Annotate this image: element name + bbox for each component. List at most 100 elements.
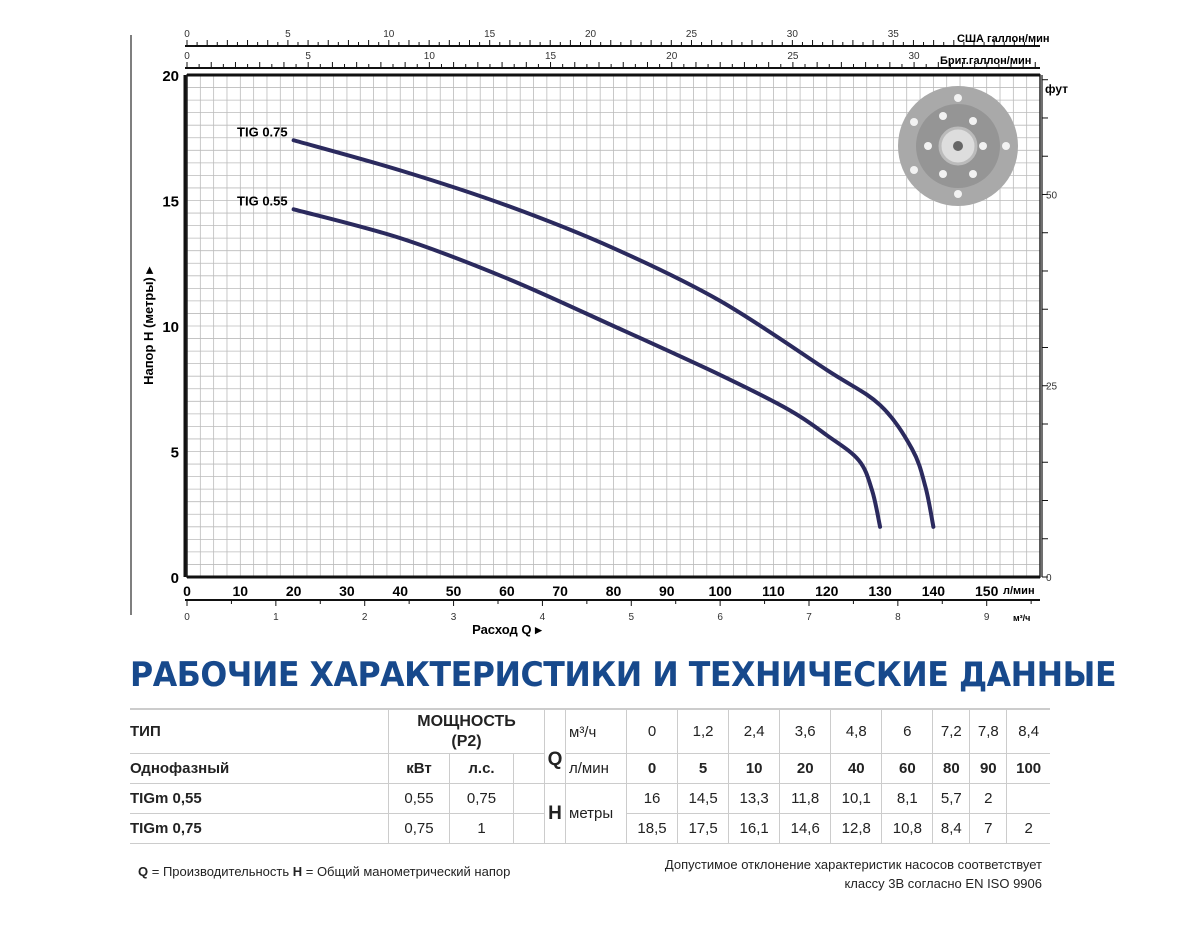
lmin-cell: 20 bbox=[779, 753, 831, 784]
us-gpm-axis-unit-label: США галлон/мин bbox=[957, 33, 1050, 45]
tolerance-note: Допустимое отклонение характеристик насо… bbox=[665, 855, 1042, 893]
impeller-image bbox=[954, 94, 962, 102]
us-gpm-axis-tick-label: 0 bbox=[184, 29, 190, 40]
m3h-cell: 6 bbox=[881, 708, 933, 754]
model-name: TIGm 0,75 bbox=[130, 813, 389, 844]
lmin-cell: 100 bbox=[1006, 753, 1050, 784]
m3h-axis-tick-label: 2 bbox=[362, 612, 368, 623]
m3h-axis-tick-label: 3 bbox=[451, 612, 457, 623]
y-axis-label: Напор H (метры) ▸ bbox=[141, 266, 156, 385]
head-cell: 14,5 bbox=[677, 783, 729, 814]
m3h-axis-tick-label: 1 bbox=[273, 612, 279, 623]
x-tick-label: 50 bbox=[446, 583, 462, 599]
power-header: МОЩНОСТЬ (P2) bbox=[388, 708, 545, 754]
head-cell: 12,8 bbox=[830, 813, 882, 844]
table-row: ТИП МОЩНОСТЬ (P2) Q м³/ч 0 1,2 2,4 3,6 4,… bbox=[130, 708, 1050, 784]
y-tick-label: 15 bbox=[162, 194, 179, 211]
lmin-cell: 5 bbox=[677, 753, 729, 784]
x-tick-label: 140 bbox=[922, 583, 946, 599]
tolerance-line-1: Допустимое отклонение характеристик насо… bbox=[664, 857, 1042, 872]
impeller-image bbox=[969, 117, 977, 125]
m3h-cell: 8,4 bbox=[1006, 708, 1050, 754]
m3h-axis-tick-label: 9 bbox=[984, 612, 990, 623]
h-abbr: H bbox=[292, 864, 303, 879]
lmin-cell: 0 bbox=[625, 753, 678, 784]
uk-gpm-axis-tick-label: 15 bbox=[545, 51, 557, 62]
q-text: = Производительность bbox=[148, 864, 293, 879]
us-gpm-axis-tick-label: 10 bbox=[383, 29, 395, 40]
hp-value: 0,75 bbox=[449, 783, 514, 814]
head-cell: 8,4 bbox=[932, 813, 970, 844]
kw-header: кВт bbox=[388, 753, 450, 784]
x-tick-label: 100 bbox=[708, 583, 732, 599]
impeller-image bbox=[1002, 142, 1010, 150]
series-line-tig-0-75 bbox=[291, 138, 936, 529]
impeller-image bbox=[969, 170, 977, 178]
feet-tick-label: 50 bbox=[1046, 190, 1058, 201]
table-row: TIGm 0,55 0,55 0,75 H метры 16 14,5 13,3… bbox=[130, 783, 1050, 844]
impeller-image bbox=[924, 142, 932, 150]
impeller-image bbox=[953, 141, 963, 151]
x-tick-label: 130 bbox=[868, 583, 892, 599]
uk-gpm-axis-tick-label: 25 bbox=[787, 51, 799, 62]
us-gpm-axis-tick-label: 25 bbox=[686, 29, 698, 40]
impeller-image bbox=[954, 190, 962, 198]
head-cell: 18,5 bbox=[625, 813, 678, 844]
q-label: Q bbox=[544, 708, 566, 784]
kw-value: 0,55 bbox=[388, 783, 450, 814]
m3h-cell: 0 bbox=[625, 708, 678, 754]
head-cell: 11,8 bbox=[779, 783, 831, 814]
impeller-image bbox=[910, 118, 918, 126]
m3h-axis-tick-label: 0 bbox=[184, 612, 190, 623]
head-cell: 2 bbox=[969, 783, 1007, 814]
x-unit-label: л/мин bbox=[1003, 585, 1035, 597]
x-tick-label: 60 bbox=[499, 583, 515, 599]
lmin-cell: 80 bbox=[932, 753, 970, 784]
tech-data-table: ТИП МОЩНОСТЬ (P2) Q м³/ч 0 1,2 2,4 3,6 4,… bbox=[130, 708, 1050, 844]
x-tick-label: 80 bbox=[606, 583, 622, 599]
tolerance-line-2: классу 3B согласно EN ISO 9906 bbox=[844, 876, 1042, 891]
head-cell: 2 bbox=[1006, 813, 1050, 844]
x-tick-label: 20 bbox=[286, 583, 302, 599]
x-tick-label: 150 bbox=[975, 583, 999, 599]
uk-gpm-axis-tick-label: 30 bbox=[909, 51, 921, 62]
x-tick-label: 10 bbox=[233, 583, 249, 599]
y-tick-label: 10 bbox=[162, 319, 179, 336]
hp-header: л.с. bbox=[449, 753, 514, 784]
uk-gpm-axis-tick-label: 0 bbox=[184, 51, 190, 62]
m3h-cell: 2,4 bbox=[728, 708, 780, 754]
blank-cell bbox=[513, 813, 545, 844]
m3h-cell: 1,2 bbox=[677, 708, 729, 754]
blank-cell bbox=[513, 783, 545, 814]
impeller-image bbox=[939, 170, 947, 178]
m3h-axis-tick-label: 6 bbox=[717, 612, 723, 623]
power-sub: (P2) bbox=[451, 732, 482, 750]
lmin-unit: л/мин bbox=[565, 753, 627, 784]
phase-label: Однофазный bbox=[130, 753, 389, 784]
x-tick-label: 70 bbox=[552, 583, 568, 599]
q-abbr: Q bbox=[138, 864, 149, 879]
h-label: H bbox=[544, 783, 566, 844]
head-cell: 10,8 bbox=[881, 813, 933, 844]
x-tick-label: 0 bbox=[183, 583, 191, 599]
x-tick-label: 30 bbox=[339, 583, 355, 599]
uk-gpm-axis-unit-label: Брит.галлон/мин bbox=[940, 55, 1031, 67]
head-cell: 16,1 bbox=[728, 813, 780, 844]
series-label: TIG 0.55 bbox=[237, 193, 288, 208]
x-axis-label: Расход Q ▸ bbox=[472, 622, 543, 637]
feet-unit-label: фут bbox=[1045, 82, 1068, 96]
us-gpm-axis-tick-label: 30 bbox=[787, 29, 799, 40]
head-cell: 16 bbox=[625, 783, 678, 814]
us-gpm-axis-tick-label: 5 bbox=[285, 29, 291, 40]
us-gpm-axis-tick-label: 15 bbox=[484, 29, 496, 40]
y-tick-label: 5 bbox=[171, 445, 179, 462]
head-cell: 10,1 bbox=[830, 783, 882, 814]
feet-tick-label: 25 bbox=[1046, 382, 1058, 393]
power-label: МОЩНОСТЬ bbox=[417, 712, 516, 730]
m3h-cell: 7,2 bbox=[932, 708, 970, 754]
feet-tick-label: 0 bbox=[1046, 573, 1052, 584]
us-gpm-axis-tick-label: 35 bbox=[888, 29, 900, 40]
legend-note: Q = Производительность H = Общий маномет… bbox=[138, 864, 510, 879]
lmin-cell: 60 bbox=[881, 753, 933, 784]
m3h-cell: 4,8 bbox=[830, 708, 882, 754]
